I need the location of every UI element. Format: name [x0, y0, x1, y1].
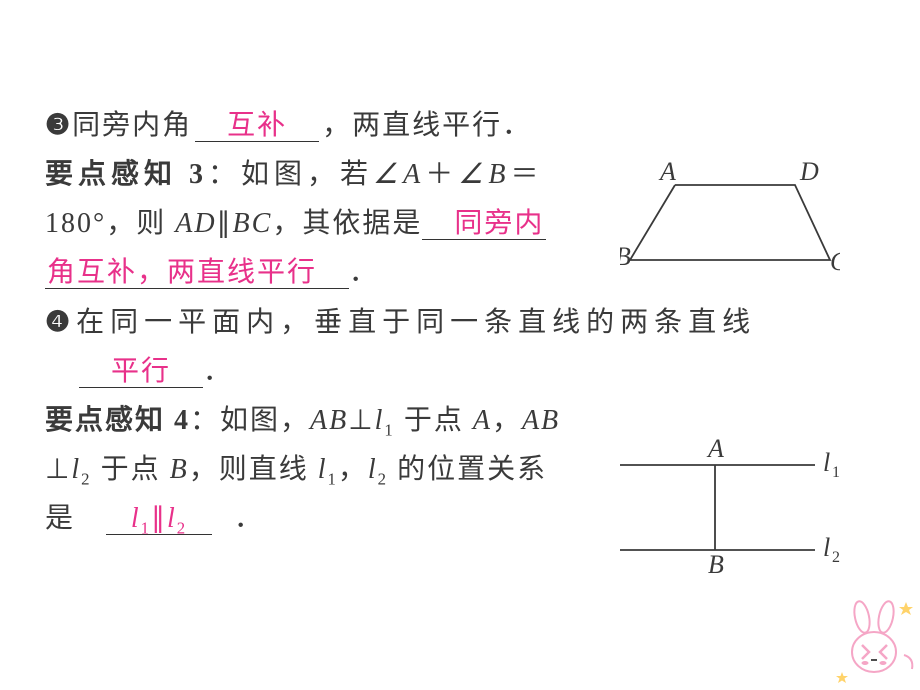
point-a: A	[473, 405, 492, 436]
text: 同旁内角	[72, 110, 192, 141]
trapezoid-figure: A D B C	[620, 155, 840, 285]
blank-field: 一同旁内	[422, 199, 546, 248]
parallel-sign: ∥	[217, 208, 233, 239]
equals-sign: ＝	[510, 159, 543, 190]
perpendicular-figure: A B l 1 l 2	[615, 435, 850, 575]
label-l2-l: l	[823, 533, 832, 562]
label-a: A	[658, 157, 678, 186]
text: ，	[338, 454, 368, 485]
text: 是	[45, 503, 75, 534]
answer-hubu: 互补	[227, 110, 287, 141]
plus-sign: ＋	[425, 159, 458, 190]
perp-sign: ⊥	[45, 454, 71, 485]
line-l1: l1	[375, 405, 395, 436]
segment-ab: AB	[522, 405, 560, 436]
angle-b: ∠B	[458, 159, 510, 190]
text: 于点	[395, 405, 473, 436]
bunny-icon	[832, 597, 917, 687]
segment-ad: AD	[175, 208, 216, 239]
segment-bc: BC	[233, 208, 273, 239]
text: ．	[203, 356, 233, 387]
label-d: D	[799, 157, 821, 186]
angle-a: ∠A	[373, 159, 425, 190]
text: ，则直线	[189, 454, 318, 485]
text: 的位置关系	[388, 454, 547, 485]
answer-part1: 同旁内	[454, 208, 544, 239]
answer-pingxing: 平行	[111, 356, 171, 387]
bullet-4: ❹	[45, 306, 76, 337]
line-l2: l2	[368, 454, 388, 485]
text: ．	[234, 503, 264, 534]
segment-ab: AB	[310, 405, 348, 436]
point-b: B	[170, 454, 189, 485]
label-a: A	[706, 435, 726, 463]
blank-field: 一平行一	[79, 347, 203, 396]
label-l2-sub: 2	[832, 549, 842, 566]
answer-part2: 角互补，两直线平行	[47, 257, 317, 288]
text: ：如图，若	[208, 159, 373, 190]
text: ，则	[106, 208, 175, 239]
blank-field: 角互补，两直线平行一	[45, 248, 349, 297]
label-b: B	[708, 550, 726, 575]
text: 于点	[92, 454, 170, 485]
bullet-3: ❸	[45, 109, 72, 140]
line-l1: l1	[318, 454, 338, 485]
perp-sign: ⊥	[348, 405, 374, 436]
label-l1-sub: 1	[832, 464, 842, 481]
text: ，两直线平行．	[322, 110, 532, 141]
text: ，	[492, 405, 522, 436]
label-l1-l: l	[823, 448, 832, 477]
answer-l1-parallel-l2: l1∥l2	[131, 503, 187, 534]
label-c: C	[830, 247, 840, 276]
text: ．	[349, 257, 379, 288]
point-4-line2: 一平行一．	[79, 347, 880, 396]
label-b: B	[620, 242, 633, 271]
point-4: ❹在同一平面内，垂直于同一条直线的两条直线	[45, 297, 880, 347]
degree-180: 180°	[45, 208, 106, 239]
keypoint-label: 要点感知 4	[45, 405, 190, 436]
line-l2: l2	[71, 454, 91, 485]
document-content: ❸同旁内角一互补一，两直线平行． 要点感知 3：如图，若∠A＋∠B＝ 180°，…	[45, 100, 880, 543]
blank-field: 一互补一	[192, 101, 322, 150]
text: ，其依据是	[272, 208, 422, 239]
blank-field: --l1∥l2--	[84, 494, 234, 543]
point-3: ❸同旁内角一互补一，两直线平行．	[45, 100, 880, 150]
text: ：如图，	[190, 405, 310, 436]
keypoint-label: 要点感知 3	[45, 159, 208, 190]
text: 在同一平面内，垂直于同一条直线的两条直线	[76, 307, 756, 338]
